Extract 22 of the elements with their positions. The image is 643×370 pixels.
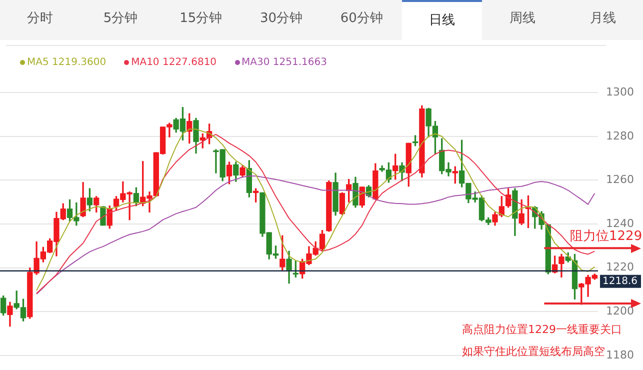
- ref-line-label: 1218.6: [602, 276, 638, 287]
- annotation: 如果守住此位置短线布局高空: [462, 344, 605, 359]
- y-tick-label: 1280: [606, 129, 634, 142]
- annotation: 高点阻力位置1229一线重要关口: [462, 322, 622, 337]
- text: 日线: [402, 0, 482, 40]
- y-tick-label: 1220: [606, 260, 634, 274]
- y-tick-label: 1200: [606, 304, 634, 318]
- legend-label: MA30 1251.1663: [242, 57, 327, 68]
- text: 分时: [26, 10, 54, 28]
- text: 月线: [588, 10, 617, 28]
- text: 5分钟: [102, 10, 139, 28]
- text: 15分钟: [178, 10, 224, 28]
- ref-line-label: 阻力位1229: [570, 228, 642, 244]
- legend-label: MA10 1227.6810: [131, 57, 217, 68]
- y-tick-label: 1240: [606, 216, 634, 230]
- y-tick-label: 1180: [606, 348, 634, 362]
- text: 60分钟: [339, 10, 384, 28]
- text: 周线: [508, 10, 536, 28]
- text: 30分钟: [259, 10, 304, 28]
- y-tick-label: 1260: [606, 173, 634, 186]
- y-tick-label: 1300: [606, 85, 634, 98]
- legend-label: MA5 1219.3600: [27, 57, 106, 68]
